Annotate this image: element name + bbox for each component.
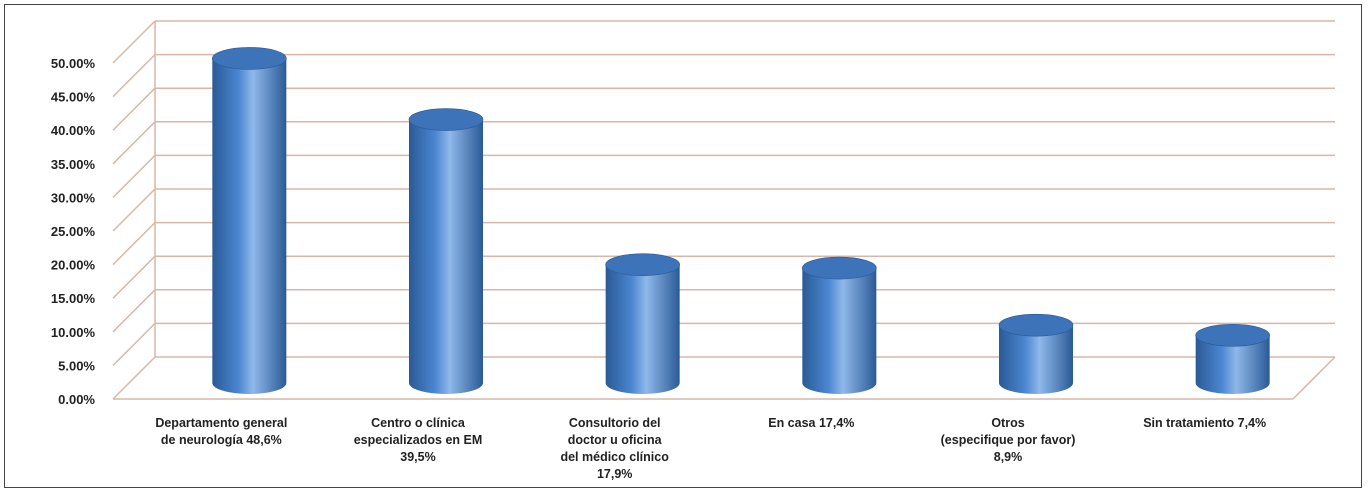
y-tick-label: 0.00% bbox=[58, 392, 95, 407]
gridline-side bbox=[112, 289, 156, 333]
x-tick-label: En casa 17,4% bbox=[768, 416, 854, 430]
y-tick-label: 5.00% bbox=[58, 358, 95, 373]
chart-frame: 0.00% 5.00% 10.00% 15.00% 20.00% 25.00% 30.00%… bbox=[4, 4, 1362, 488]
y-tick-label: 25.00% bbox=[51, 224, 96, 239]
gridline-side bbox=[112, 20, 156, 64]
floor-right-edge bbox=[1292, 356, 1336, 400]
bar-cylinder bbox=[605, 253, 680, 394]
bar-body bbox=[999, 325, 1073, 394]
bar-body bbox=[605, 264, 680, 394]
gridline-side bbox=[112, 322, 156, 366]
y-tick-label: 15.00% bbox=[51, 291, 96, 306]
bar-cylinder bbox=[998, 313, 1074, 394]
x-tick-label: Departamento general de neurología 48,6% bbox=[155, 416, 287, 447]
bar-top bbox=[605, 253, 680, 277]
bar-body bbox=[1195, 335, 1270, 394]
bar-cylinder bbox=[1195, 323, 1270, 394]
x-axis-labels: Departamento general de neurología 48,6% C… bbox=[155, 416, 1266, 481]
y-tick-label: 50.00% bbox=[51, 56, 96, 71]
y-tick-label: 45.00% bbox=[51, 90, 96, 105]
gridline-side bbox=[112, 154, 156, 198]
gridline-side bbox=[112, 356, 156, 400]
bars bbox=[212, 47, 1270, 394]
bar-body bbox=[409, 119, 483, 394]
gridline-side bbox=[112, 222, 156, 266]
x-tick-label: Sin tratamiento 7,4% bbox=[1143, 416, 1266, 430]
gridline-side bbox=[112, 54, 156, 98]
bar-body bbox=[802, 268, 877, 394]
y-tick-label: 10.00% bbox=[51, 325, 96, 340]
bar-cylinder bbox=[802, 256, 877, 394]
bar-cylinder bbox=[212, 47, 287, 394]
y-tick-label: 20.00% bbox=[51, 258, 96, 273]
bar-top bbox=[802, 256, 877, 280]
y-tick-label: 30.00% bbox=[51, 190, 96, 205]
gridline-side bbox=[112, 87, 156, 131]
x-tick-label: Consultorio del doctor u oficina del médic… bbox=[560, 416, 669, 481]
y-tick-label: 35.00% bbox=[51, 157, 96, 172]
bar-body bbox=[212, 58, 287, 394]
cylinder-bar-chart: 0.00% 5.00% 10.00% 15.00% 20.00% 25.00% 30.00%… bbox=[51, 20, 1336, 481]
y-tick-label: 40.00% bbox=[51, 123, 96, 138]
bar-top bbox=[1195, 323, 1270, 347]
bar-top bbox=[212, 47, 287, 70]
gridline-side bbox=[112, 121, 156, 165]
bar-cylinder bbox=[408, 108, 484, 394]
bar-top bbox=[408, 108, 484, 131]
bar-top bbox=[998, 313, 1074, 337]
gridlines bbox=[112, 20, 1336, 400]
gridline-side bbox=[112, 188, 156, 232]
x-tick-label: Otros (especifique por favor) 8,9% bbox=[941, 416, 1076, 464]
y-axis-ticks: 0.00% 5.00% 10.00% 15.00% 20.00% 25.00% 30.00%… bbox=[51, 56, 96, 407]
gridline-side bbox=[112, 255, 156, 299]
x-tick-label: Centro o clínica especializados en EM 39,5… bbox=[354, 416, 483, 464]
